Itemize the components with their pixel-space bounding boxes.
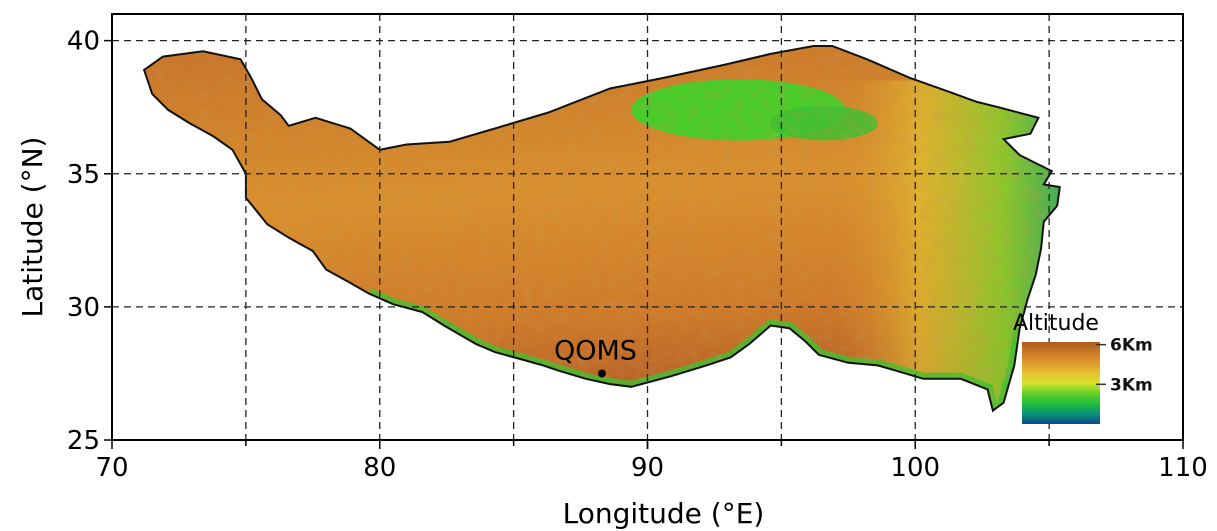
x-tick-label: 110 [1158, 453, 1208, 483]
legend-tick-label: 3Km [1110, 375, 1153, 395]
plateau-boundary [142, 45, 1061, 413]
y-axis-ticks: 25 30 35 40 [67, 27, 112, 456]
x-axis-label: Longitude (°E) [563, 497, 765, 530]
legend-title: Altitude [1013, 311, 1099, 336]
station-label: QOMS [554, 335, 637, 366]
x-tick-label: 90 [631, 453, 664, 483]
x-axis-ticks: 70 80 90 100 110 [95, 440, 1208, 483]
y-tick-label: 25 [67, 426, 100, 456]
y-axis-label: Latitude (°N) [16, 137, 49, 318]
legend-colorbar [1022, 342, 1100, 424]
legend-tick-label: 6Km [1110, 336, 1153, 356]
station-marker [597, 369, 606, 378]
y-tick-label: 35 [67, 160, 100, 190]
y-tick-label: 30 [67, 293, 100, 323]
x-tick-label: 70 [95, 453, 128, 483]
x-tick-label: 100 [890, 453, 940, 483]
legend-ticks: 6Km 3Km [1096, 336, 1153, 395]
x-tick-label: 80 [363, 453, 396, 483]
y-tick-label: 40 [67, 27, 100, 57]
altitude-legend: Altitude 6Km 3Km [1013, 311, 1153, 424]
